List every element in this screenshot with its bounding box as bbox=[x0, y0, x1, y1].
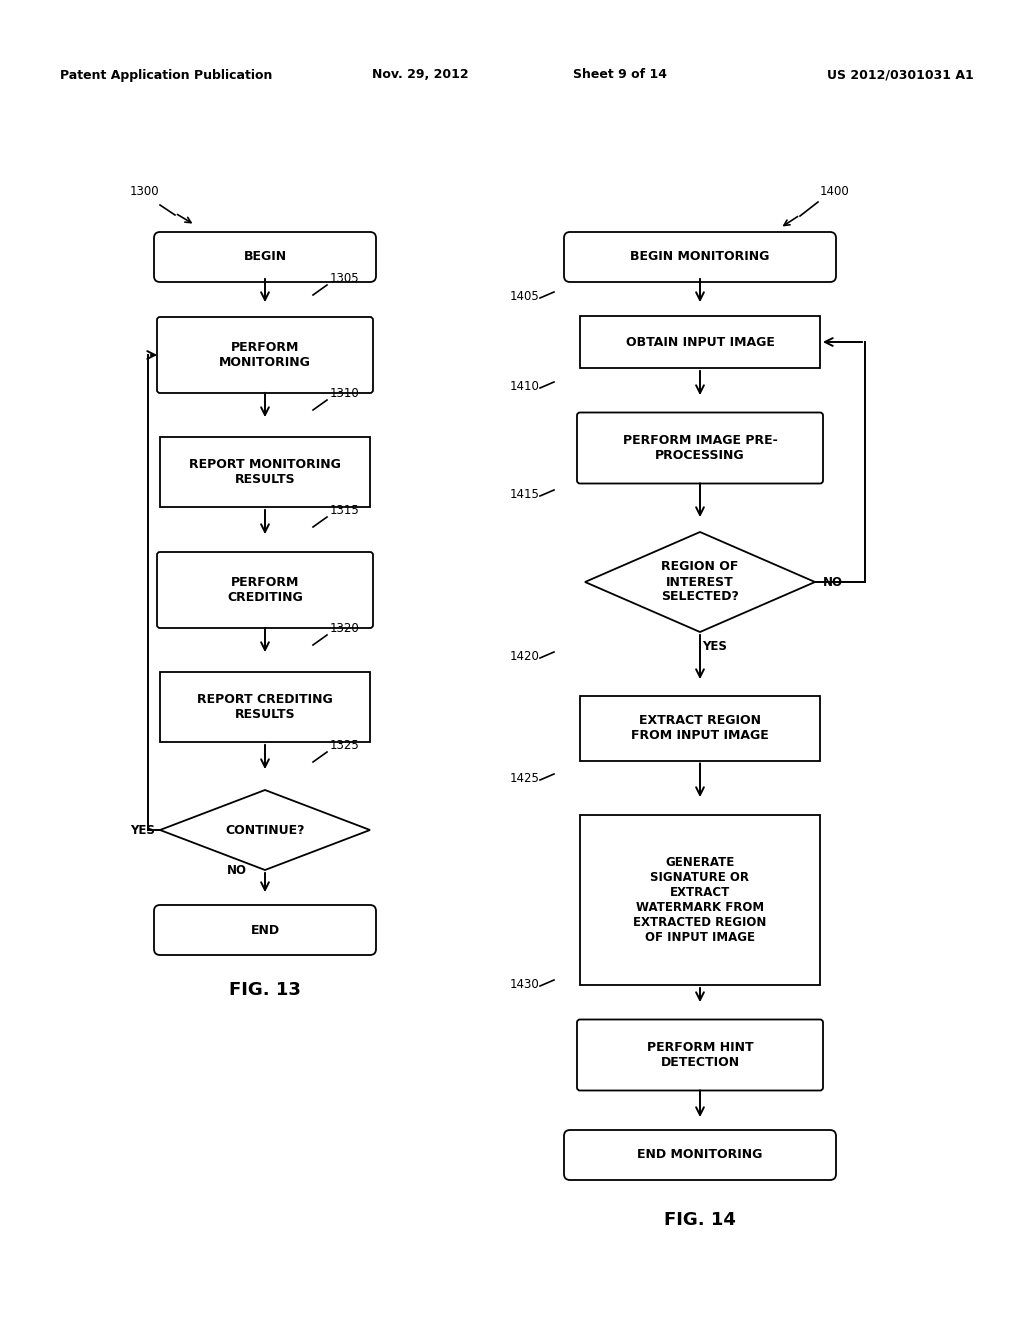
Text: Sheet 9 of 14: Sheet 9 of 14 bbox=[573, 69, 667, 82]
Text: Nov. 29, 2012: Nov. 29, 2012 bbox=[372, 69, 468, 82]
Text: BEGIN MONITORING: BEGIN MONITORING bbox=[631, 251, 770, 264]
Bar bbox=[580, 814, 820, 985]
Text: 1405: 1405 bbox=[510, 290, 540, 304]
Text: YES: YES bbox=[130, 824, 155, 837]
Bar bbox=[580, 696, 820, 760]
Text: Patent Application Publication: Patent Application Publication bbox=[60, 69, 272, 82]
Text: OBTAIN INPUT IMAGE: OBTAIN INPUT IMAGE bbox=[626, 335, 774, 348]
Polygon shape bbox=[160, 789, 370, 870]
Text: 1410: 1410 bbox=[510, 380, 540, 393]
Text: 1305: 1305 bbox=[330, 272, 359, 285]
FancyBboxPatch shape bbox=[157, 317, 373, 393]
Text: 1315: 1315 bbox=[330, 504, 359, 517]
Text: CONTINUE?: CONTINUE? bbox=[225, 824, 305, 837]
Text: 1430: 1430 bbox=[510, 978, 540, 991]
Bar bbox=[160, 437, 370, 507]
Text: FIG. 14: FIG. 14 bbox=[664, 1210, 736, 1229]
Text: REPORT CREDITING
RESULTS: REPORT CREDITING RESULTS bbox=[198, 693, 333, 721]
Text: NO: NO bbox=[227, 863, 247, 876]
FancyBboxPatch shape bbox=[154, 232, 376, 282]
Text: YES: YES bbox=[702, 640, 727, 653]
Text: PERFORM
CREDITING: PERFORM CREDITING bbox=[227, 576, 303, 605]
Text: 1425: 1425 bbox=[510, 772, 540, 785]
FancyBboxPatch shape bbox=[154, 906, 376, 954]
Text: BEGIN: BEGIN bbox=[244, 251, 287, 264]
FancyBboxPatch shape bbox=[564, 1130, 836, 1180]
Text: PERFORM HINT
DETECTION: PERFORM HINT DETECTION bbox=[647, 1041, 754, 1069]
Text: 1400: 1400 bbox=[820, 185, 850, 198]
FancyBboxPatch shape bbox=[577, 1019, 823, 1090]
Text: FIG. 13: FIG. 13 bbox=[229, 981, 301, 999]
Text: PERFORM IMAGE PRE-
PROCESSING: PERFORM IMAGE PRE- PROCESSING bbox=[623, 434, 777, 462]
Text: PERFORM
MONITORING: PERFORM MONITORING bbox=[219, 341, 311, 370]
FancyBboxPatch shape bbox=[157, 552, 373, 628]
Text: 1325: 1325 bbox=[330, 739, 359, 752]
Text: GENERATE
SIGNATURE OR
EXTRACT
WATERMARK FROM
EXTRACTED REGION
OF INPUT IMAGE: GENERATE SIGNATURE OR EXTRACT WATERMARK … bbox=[633, 855, 767, 944]
FancyBboxPatch shape bbox=[564, 232, 836, 282]
FancyBboxPatch shape bbox=[577, 412, 823, 483]
Text: 1310: 1310 bbox=[330, 387, 359, 400]
Polygon shape bbox=[585, 532, 815, 632]
Text: US 2012/0301031 A1: US 2012/0301031 A1 bbox=[826, 69, 974, 82]
Text: REPORT MONITORING
RESULTS: REPORT MONITORING RESULTS bbox=[189, 458, 341, 486]
Text: EXTRACT REGION
FROM INPUT IMAGE: EXTRACT REGION FROM INPUT IMAGE bbox=[631, 714, 769, 742]
Text: 1320: 1320 bbox=[330, 622, 359, 635]
Text: REGION OF
INTEREST
SELECTED?: REGION OF INTEREST SELECTED? bbox=[662, 561, 739, 603]
Bar bbox=[160, 672, 370, 742]
Text: END MONITORING: END MONITORING bbox=[637, 1148, 763, 1162]
Text: 1300: 1300 bbox=[130, 185, 160, 198]
Text: 1415: 1415 bbox=[510, 488, 540, 502]
Text: END: END bbox=[251, 924, 280, 936]
Text: NO: NO bbox=[823, 576, 843, 589]
Text: 1420: 1420 bbox=[510, 649, 540, 663]
Bar bbox=[580, 315, 820, 368]
